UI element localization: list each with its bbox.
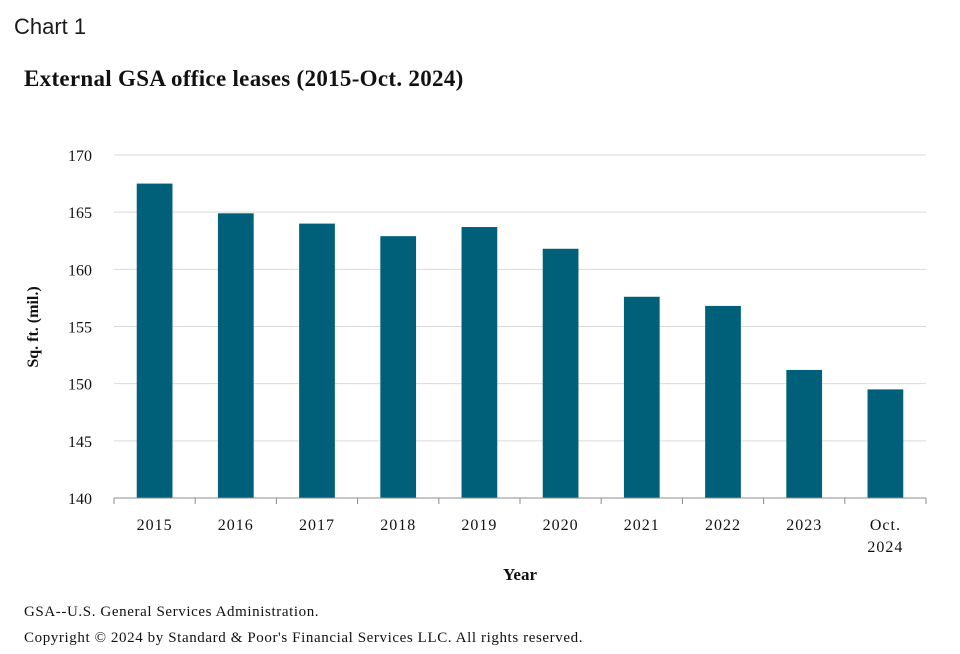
bar xyxy=(623,296,660,498)
bar xyxy=(217,213,254,498)
x-tick-label: 2015 xyxy=(137,517,173,534)
y-tick-label: 165 xyxy=(68,205,92,222)
y-axis-title: Sq. ft. (mil.) xyxy=(25,286,42,367)
x-tick-label: 2021 xyxy=(624,517,660,534)
bar xyxy=(867,389,904,498)
x-tick-label: 2019 xyxy=(461,517,497,534)
tick-labels: 140 145 150 155 160 165 170 2015 2016 2017 2018 201… xyxy=(68,148,903,556)
chart-label: Chart 1 xyxy=(14,14,87,39)
bars xyxy=(136,183,904,499)
bar xyxy=(136,183,173,499)
y-tick-label: 145 xyxy=(68,434,92,451)
copyright-note: Copyright © 2024 by Standard & Poor's Fi… xyxy=(24,630,584,646)
y-tick-label: 170 xyxy=(68,148,92,165)
x-tick-label: 2018 xyxy=(380,517,416,534)
bar xyxy=(299,223,335,498)
chart-title: External GSA office leases (2015-Oct. 20… xyxy=(24,66,464,91)
x-tick-label: 2017 xyxy=(299,517,335,534)
x-tick-label: 2022 xyxy=(705,517,741,534)
bar-chart: 140 145 150 155 160 165 170 2015 2016 2017 2018 201… xyxy=(25,148,927,584)
x-tick-label: Oct. 2024 xyxy=(867,517,903,556)
axes xyxy=(113,497,927,504)
definition-note: GSA--U.S. General Services Administratio… xyxy=(24,604,320,620)
x-tick-label: 2016 xyxy=(218,517,254,534)
bar xyxy=(461,227,498,498)
x-tick-label: 2020 xyxy=(543,517,579,534)
x-tick-label: 2023 xyxy=(786,517,822,534)
x-axis-title: Year xyxy=(503,565,537,584)
y-tick-label: 150 xyxy=(68,377,92,394)
y-tick-label: 155 xyxy=(68,320,92,337)
y-tick-label: 160 xyxy=(68,262,92,279)
bar xyxy=(705,305,741,498)
bar xyxy=(380,236,417,498)
bar xyxy=(786,369,823,498)
y-tick-label: 140 xyxy=(68,491,92,508)
bar xyxy=(542,248,579,498)
